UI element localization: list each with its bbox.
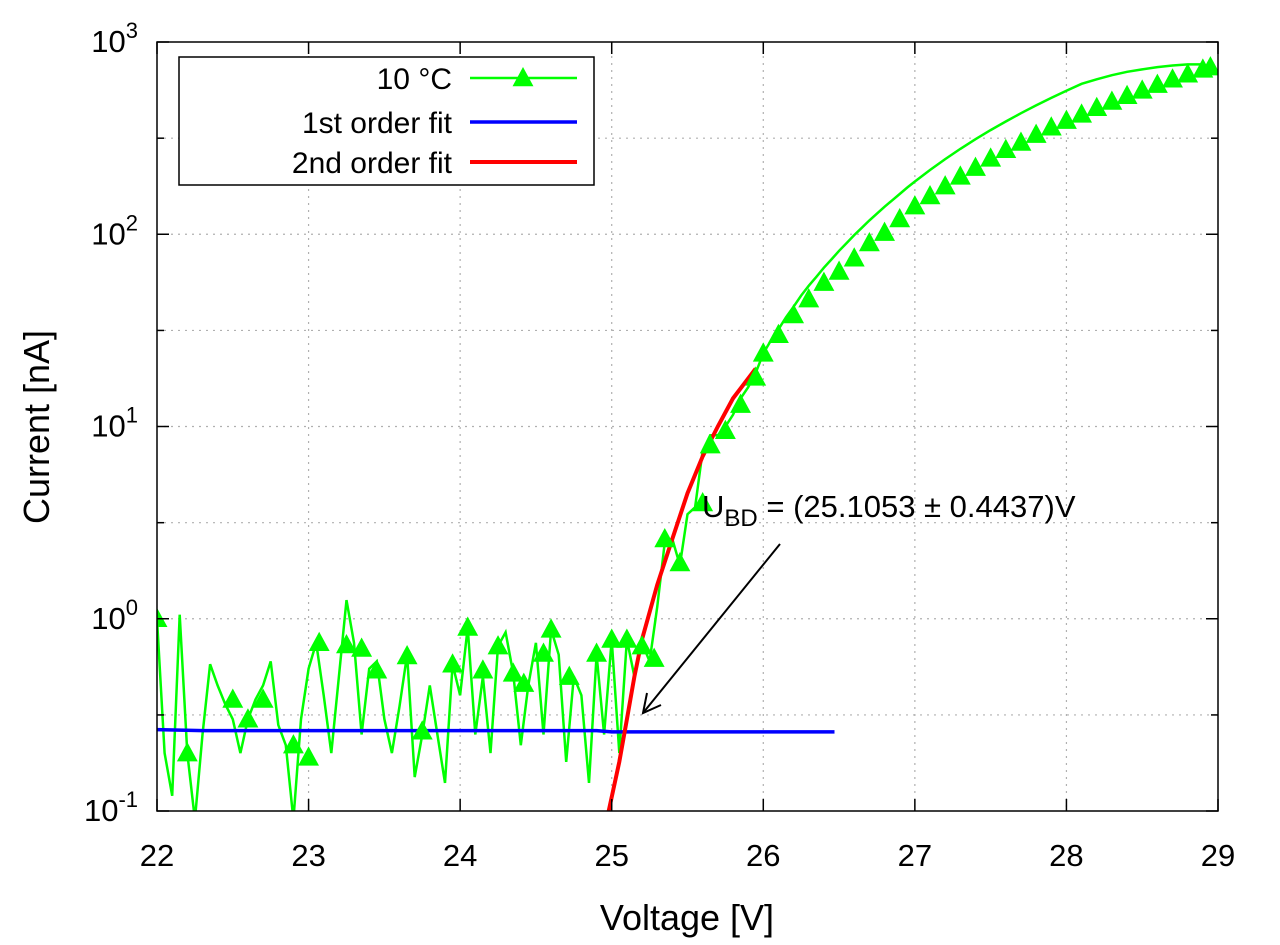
data-point-marker [351,637,373,657]
data-point-marker [843,247,865,267]
y-tick-label: 103 [91,18,138,59]
series-2nd-order-fit-line [606,367,758,811]
annotation-prefix: U [702,489,724,524]
y-axis-title: Current [nA] [16,330,57,524]
data-point-marker [411,720,433,740]
plot-area [157,56,1218,811]
data-point-marker [631,635,653,655]
data-point-marker [949,165,971,185]
data-point-marker [298,746,320,766]
data-point-marker [558,665,580,685]
annotation-value: = (25.1053 ± 0.4437)V [758,489,1076,524]
legend-label-1: 1st order fit [302,107,453,140]
data-point-marker [1071,103,1093,123]
data-point-marker [730,393,751,413]
legend-marker-0 [512,67,534,87]
x-tick-label: 24 [443,838,477,873]
data-point-marker [1116,84,1138,105]
data-point-marker [813,271,835,291]
data-point-marker [442,653,464,673]
data-point-marker [366,659,388,679]
annotation-subscript: BD [724,505,757,532]
y-tick-label: 102 [91,210,138,251]
breakdown-annotation: UBD = (25.1053 ± 0.4437)V [641,489,1076,715]
data-point-marker [540,618,562,638]
data-point-marker [157,607,168,627]
x-tick-label: 26 [746,838,780,873]
data-point-marker [1025,123,1047,143]
data-point-marker [1146,73,1168,93]
data-point-marker [601,628,623,648]
x-tick-label: 27 [898,838,932,873]
data-point-marker [980,147,1002,167]
data-point-marker [828,260,850,280]
data-point-marker [934,175,956,195]
data-point-marker [1055,109,1077,129]
annotation-arrowhead [641,692,662,715]
data-point-marker [767,323,789,344]
legend-label-0: 10 °C [377,63,452,96]
legend: 10 °C 1st order fit 2nd order fit [178,56,595,186]
data-point-marker [237,708,259,728]
data-point-marker [472,659,494,679]
data-point-marker [745,366,767,386]
y-tick-label: 10-1 [84,787,138,828]
data-point-marker [874,221,895,241]
data-point-marker [586,642,608,662]
x-tick-label: 22 [140,838,174,873]
data-point-marker [1131,79,1153,99]
x-tick-label: 25 [594,838,628,873]
x-tick-label: 28 [1049,838,1083,873]
data-point-marker [669,551,691,572]
data-point-marker [995,138,1017,159]
legend-label-2: 2nd order fit [292,147,453,180]
data-point-marker [965,156,986,176]
data-point-marker [714,419,736,440]
x-axis-title: Voltage [V] [600,897,774,938]
data-point-marker [1162,68,1183,88]
data-point-marker [533,642,554,662]
data-point-marker [457,616,479,636]
data-point-marker [487,635,509,655]
data-point-marker [222,688,244,708]
data-point-marker [798,288,820,308]
data-point-marker [919,185,941,205]
annotation-text: UBD = (25.1053 ± 0.4437)V [702,489,1076,532]
data-point-marker [1101,90,1123,110]
series-1st-order-fit-line [157,727,835,734]
data-point-marker [282,734,304,754]
data-point-marker [1010,131,1032,151]
data-point-marker [513,672,535,692]
x-tick-label: 29 [1201,838,1235,873]
data-point-marker [643,647,665,667]
data-point-marker [1086,96,1108,116]
data-point-marker [752,342,774,362]
y-tick-label: 101 [91,403,138,444]
data-point-marker [858,232,880,252]
data-point-marker [616,628,638,648]
data-point-marker [502,662,524,682]
data-point-marker [176,742,198,762]
data-point-marker [308,631,330,652]
data-point-marker [396,645,418,665]
annotation-arrow-shaft [642,543,781,714]
data-point-marker [1040,116,1062,136]
data-point-marker [1199,56,1218,76]
y-tick-label: 100 [91,595,138,636]
data-point-marker [252,688,274,708]
data-point-marker [336,634,357,654]
data-point-marker [889,208,911,228]
x-tick-label: 23 [291,838,325,873]
data-point-marker [904,195,926,215]
axis-ticks: 22 23 24 25 26 27 28 29 10-1 100 101 102 103 [84,18,1235,873]
data-point-marker [783,304,805,324]
data-point-marker [692,492,714,512]
data-point-marker [654,527,676,548]
data-point-marker [699,434,721,454]
